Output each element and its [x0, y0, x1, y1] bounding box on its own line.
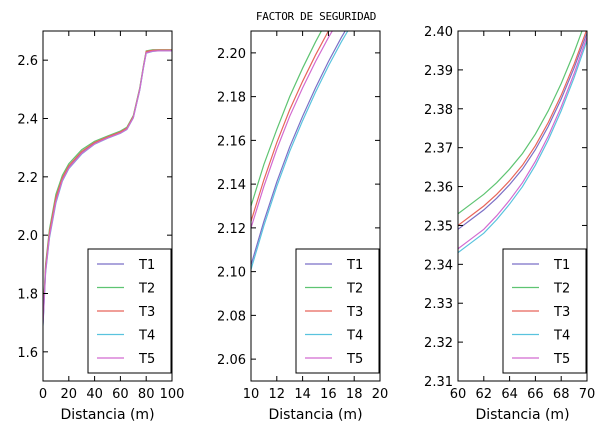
x-axis-label: Distancia (m): [475, 407, 569, 423]
plot-frame: [457, 30, 588, 382]
x-tick-label: 20: [61, 387, 78, 402]
y-tick-label: 2.4: [17, 113, 38, 128]
series-group: [251, 31, 349, 270]
y-tick-label: 2.40: [424, 25, 453, 40]
x-tick-label: 10: [243, 387, 260, 402]
x-axis-label: Distancia (m): [268, 407, 362, 423]
y-tick-label: 2.08: [217, 309, 246, 324]
legend-label-t2: T2: [553, 282, 570, 297]
legend-label-t5: T5: [553, 352, 570, 367]
y-tick-label: 2.10: [217, 266, 246, 281]
y-tick-label: 2.34: [424, 258, 453, 273]
legend-label-t1: T1: [138, 258, 155, 273]
x-tick-label: 0: [39, 387, 47, 402]
x-tick-label: 68: [553, 387, 570, 402]
x-tick-label: 60: [450, 387, 467, 402]
legend: T1 T2 T3 T4 T5: [502, 248, 587, 374]
legend-label-t4: T4: [553, 329, 570, 344]
y-tick-label: 2.37: [424, 142, 453, 157]
y-tick-label: 2.39: [424, 64, 453, 79]
legend-label-t4: T4: [138, 329, 155, 344]
y-tick-label: 2.33: [424, 297, 453, 312]
y-tick-label: 2.2: [17, 171, 38, 186]
series-line-t5: [251, 31, 333, 229]
series-line-t2: [251, 31, 323, 207]
y-tick-label: 2.16: [217, 134, 246, 149]
legend-label-t5: T5: [346, 352, 363, 367]
x-tick-label: 100: [160, 387, 185, 402]
x-axis-label: Distancia (m): [60, 407, 154, 423]
plot-frame: [42, 30, 173, 382]
x-tick-label: 60: [112, 387, 129, 402]
plot-panel-1: 0 20 40 60 80 100 1.6 1.8 2.0 2.2 2.4 2.6 Distancia …: [17, 30, 185, 423]
series-group: [43, 49, 172, 326]
x-tick-label: 70: [579, 387, 596, 402]
y-tick-label: 1.6: [17, 346, 38, 361]
y-tick-label: 2.14: [217, 178, 246, 193]
legend: T1 T2 T3 T4 T5: [295, 248, 380, 374]
x-tick-label: 18: [346, 387, 363, 402]
series-group: [458, 31, 587, 254]
series-line-t2: [458, 31, 583, 215]
y-tick-label: 2.0: [17, 229, 38, 244]
x-tick-label: 40: [86, 387, 103, 402]
series-line-t4: [251, 31, 349, 270]
plot-panel-3: 60 62 64 66 68 70 2.31 2.32 2.33 2.34 2.35 2.36 2.37…: [424, 25, 596, 423]
x-tick-label: 66: [527, 387, 544, 402]
x-tick-label: 62: [476, 387, 493, 402]
y-tick-label: 2.35: [424, 219, 453, 234]
legend-label-t4: T4: [346, 329, 363, 344]
plot-panel-2: 10 12 14 16 18 20 2.06 2.08 2.10 2.12 2.14 2.16 2.18…: [217, 30, 389, 423]
series-line-t3: [458, 31, 587, 226]
y-tick-label: 2.36: [424, 181, 453, 196]
y-tick-label: 2.32: [424, 336, 453, 351]
y-tick-label: 2.06: [217, 353, 246, 368]
legend-label-t1: T1: [553, 258, 570, 273]
legend-label-t5: T5: [138, 352, 155, 367]
y-tick-label: 2.38: [424, 103, 453, 118]
x-tick-label: 16: [320, 387, 337, 402]
x-tick-label: 12: [269, 387, 286, 402]
legend: T1 T2 T3 T4 T5: [87, 248, 172, 374]
y-tick-label: 2.6: [17, 54, 38, 69]
x-tick-label: 64: [501, 387, 518, 402]
figure-title: FACTOR DE SEGURIDAD: [256, 10, 376, 23]
series-line-t4: [458, 40, 587, 254]
series-line-t1: [251, 31, 346, 266]
x-tick-label: 20: [372, 387, 389, 402]
legend-label-t3: T3: [138, 305, 155, 320]
legend-label-t1: T1: [346, 258, 363, 273]
series-line-t5: [43, 50, 172, 325]
legend-label-t3: T3: [553, 305, 570, 320]
y-tick-label: 2.18: [217, 91, 246, 106]
y-tick-label: 1.8: [17, 288, 38, 303]
series-line-t3: [43, 49, 172, 320]
x-tick-label: 14: [294, 387, 311, 402]
x-tick-label: 80: [138, 387, 155, 402]
legend-label-t2: T2: [138, 282, 155, 297]
series-line-t3: [251, 31, 330, 222]
series-line-t1: [458, 32, 587, 230]
series-line-t5: [458, 36, 587, 250]
y-tick-label: 2.31: [424, 375, 453, 390]
legend-label-t2: T2: [346, 282, 363, 297]
legend-label-t3: T3: [346, 305, 363, 320]
legend-box: [502, 248, 587, 374]
y-tick-label: 2.12: [217, 222, 246, 237]
y-tick-label: 2.20: [217, 47, 246, 62]
plot-frame: [250, 30, 381, 382]
